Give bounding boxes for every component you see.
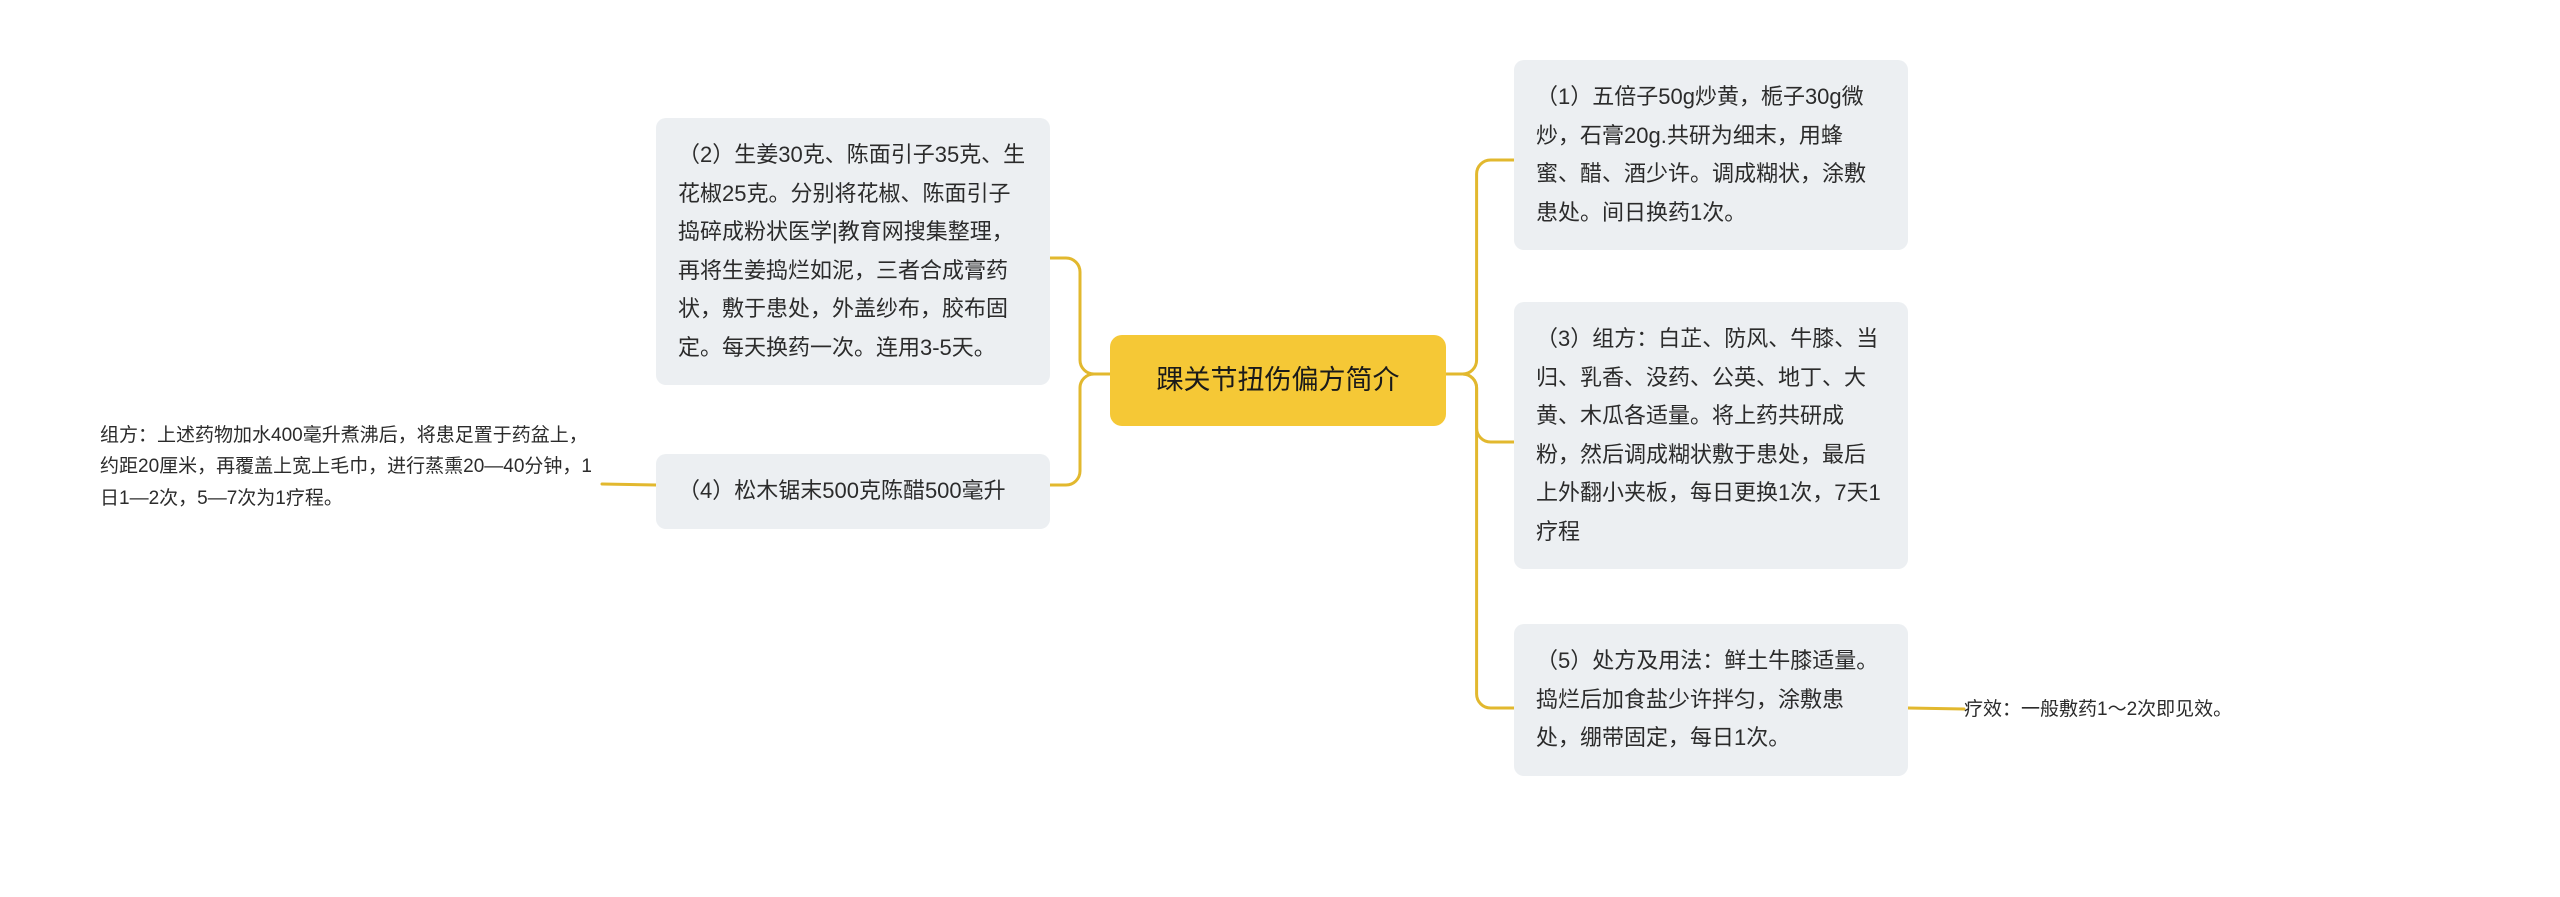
remedy-node-4[interactable]: （4）松木锯末500克陈醋500毫升 xyxy=(656,454,1050,529)
connector-line xyxy=(1908,708,1964,709)
remedy-node-3[interactable]: （3）组方：白芷、防风、牛膝、当归、乳香、没药、公英、地丁、大黄、木瓜各适量。将… xyxy=(1514,302,1908,569)
connector-line xyxy=(1050,374,1110,485)
remedy-node-5[interactable]: （5）处方及用法：鲜土牛膝适量。捣烂后加食盐少许拌匀，涂敷患处，绷带固定，每日1… xyxy=(1514,624,1908,776)
connector-line xyxy=(1050,258,1110,374)
center-topic[interactable]: 踝关节扭伤偏方简介 xyxy=(1110,335,1446,426)
remedy-node-1[interactable]: （1）五倍子50g炒黄，栀子30g微炒，石膏20g.共研为细末，用蜂蜜、醋、酒少… xyxy=(1514,60,1908,250)
remedy-node-2[interactable]: （2）生姜30克、陈面引子35克、生花椒25克。分别将花椒、陈面引子捣碎成粉状医… xyxy=(656,118,1050,385)
remedy-node-4-detail: 组方：上述药物加水400毫升煮沸后，将患足置于药盆上，约距20厘米，再覆盖上宽上… xyxy=(100,420,602,514)
remedy-node-5-detail: 疗效：一般敷药1～2次即见效。 xyxy=(1964,694,2304,725)
connector-line xyxy=(1446,374,1514,708)
connector-line xyxy=(602,484,656,485)
connector-line xyxy=(1446,160,1514,374)
connector-line xyxy=(1446,374,1514,442)
